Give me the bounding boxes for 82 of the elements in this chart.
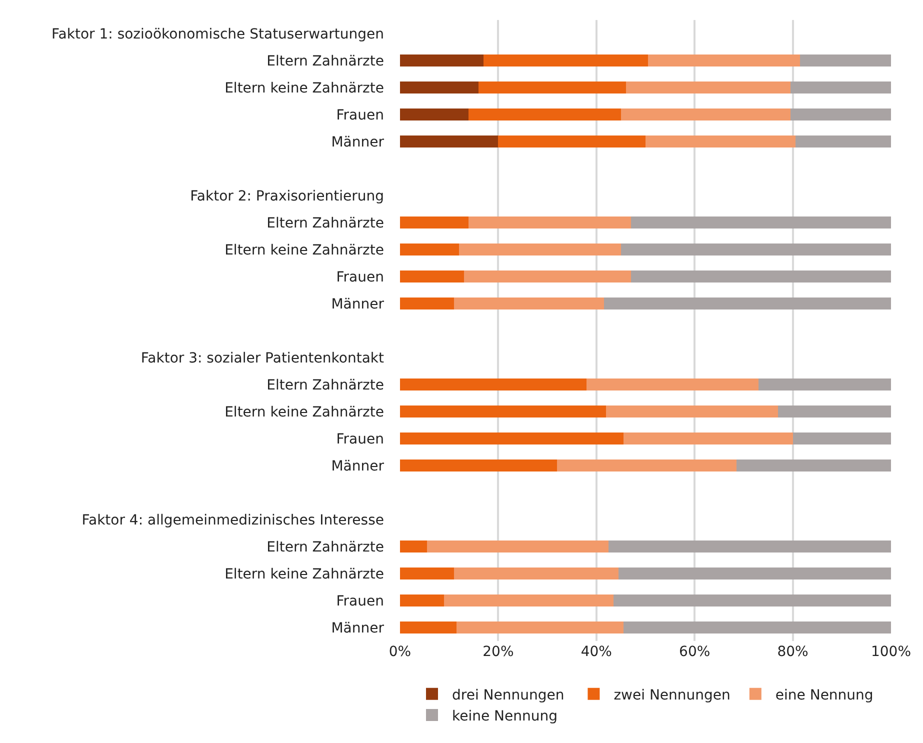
- bar: [400, 243, 459, 256]
- bar: [456, 621, 624, 634]
- bar: [400, 540, 428, 553]
- y-tick-label: Eltern Zahnärzte: [266, 539, 384, 556]
- x-tick-label: 40%: [580, 644, 612, 660]
- y-tick-label: Faktor 1: sozioökonomische Statuserwartungen: [52, 26, 384, 42]
- bar: [623, 432, 793, 445]
- legend-label: keine Nennung: [452, 708, 558, 725]
- bar: [498, 135, 646, 148]
- bar: [795, 135, 891, 148]
- bar: [758, 378, 891, 391]
- y-tick-label: Männer: [331, 296, 384, 312]
- bar: [468, 216, 631, 229]
- bar: [458, 243, 621, 256]
- bar: [400, 378, 587, 391]
- bar: [483, 54, 648, 67]
- bar: [623, 621, 891, 634]
- x-tick-label: 60%: [679, 644, 710, 660]
- bar: [778, 405, 891, 418]
- y-tick-label: Männer: [331, 458, 384, 474]
- y-tick-label: Frauen: [336, 107, 384, 124]
- x-tick-label: 0%: [388, 644, 412, 660]
- bar: [400, 459, 558, 472]
- bar: [792, 432, 891, 445]
- bar: [630, 216, 891, 229]
- bar: [648, 54, 800, 67]
- bar: [400, 216, 469, 229]
- bar: [618, 567, 891, 580]
- bar: [464, 270, 631, 283]
- bar: [400, 54, 484, 67]
- y-tick-label: Männer: [331, 620, 384, 636]
- bar: [800, 54, 891, 67]
- bar: [604, 297, 891, 310]
- bar: [400, 135, 498, 148]
- y-tick-label: Eltern keine Zahnärzte: [224, 242, 384, 258]
- bar: [400, 270, 464, 283]
- bar: [400, 297, 454, 310]
- bar: [468, 108, 621, 121]
- x-tick-label: 100%: [870, 644, 912, 660]
- y-tick-label: Eltern keine Zahnärzte: [224, 566, 384, 582]
- bar: [478, 81, 626, 94]
- bar: [620, 108, 790, 121]
- bar: [454, 297, 604, 310]
- y-tick-label: Frauen: [336, 269, 384, 286]
- bar: [586, 378, 758, 391]
- bar: [614, 594, 891, 607]
- y-tick-label: Eltern Zahnärzte: [266, 53, 384, 70]
- y-tick-label: Faktor 3: sozialer Patientenkontakt: [140, 350, 385, 366]
- bar: [557, 459, 736, 472]
- legend-label: zwei Nennungen: [614, 687, 730, 704]
- bar: [400, 432, 624, 445]
- bar: [736, 459, 891, 472]
- y-tick-label: Eltern Zahnärzte: [266, 215, 384, 232]
- bar: [620, 243, 891, 256]
- bar: [626, 81, 790, 94]
- bar: [606, 405, 778, 418]
- y-tick-label: Faktor 2: Praxisorientierung: [190, 188, 384, 204]
- y-tick-label: Eltern Zahnärzte: [266, 377, 384, 394]
- x-tick-label: 80%: [777, 644, 808, 660]
- y-tick-label: Faktor 4: allgemeinmedizinisches Interesse: [82, 512, 384, 528]
- legend-label: eine Nennung: [775, 687, 874, 704]
- y-tick-label: Eltern keine Zahnärzte: [224, 404, 384, 420]
- bar: [427, 540, 609, 553]
- bar: [400, 108, 469, 121]
- y-tick-label: Frauen: [336, 431, 384, 448]
- bar: [400, 567, 454, 580]
- bar: [790, 81, 891, 94]
- bar: [400, 405, 606, 418]
- bar: [400, 81, 479, 94]
- bar: [608, 540, 891, 553]
- x-tick-label: 20%: [482, 644, 514, 660]
- bar: [630, 270, 891, 283]
- y-tick-label: Frauen: [336, 593, 384, 610]
- bar: [400, 594, 444, 607]
- bar: [454, 567, 618, 580]
- bar: [646, 135, 796, 148]
- y-tick-label: Männer: [331, 134, 384, 150]
- bar: [400, 621, 456, 634]
- legend-label: drei Nennungen: [452, 687, 564, 704]
- bar: [444, 594, 614, 607]
- bar: [790, 108, 891, 121]
- y-tick-label: Eltern keine Zahnärzte: [224, 80, 384, 96]
